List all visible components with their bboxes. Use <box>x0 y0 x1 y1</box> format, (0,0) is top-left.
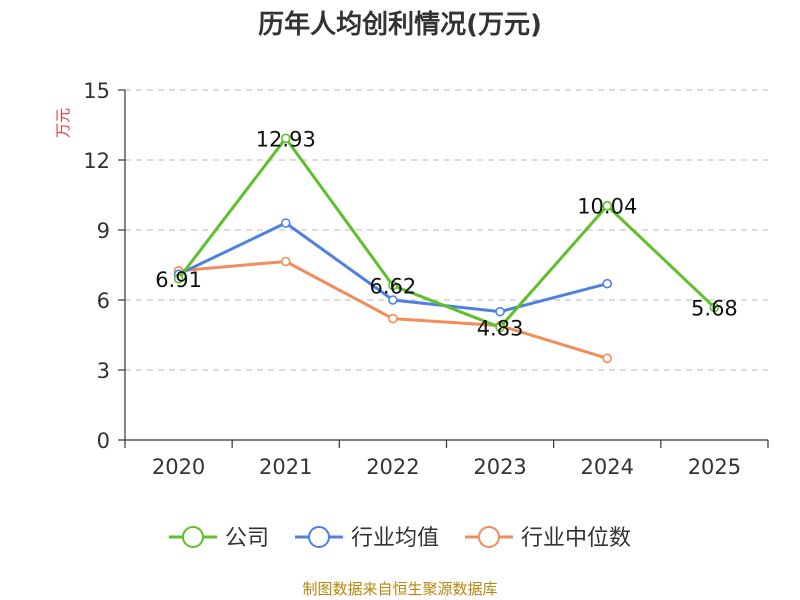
data-point[interactable] <box>495 306 505 317</box>
y-tick-label: 0 <box>97 429 110 453</box>
x-tick-label: 2022 <box>366 455 419 479</box>
grid-lines <box>125 89 768 371</box>
data-point[interactable] <box>280 133 291 144</box>
data-point[interactable] <box>602 200 613 211</box>
y-tick-label: 6 <box>97 289 110 313</box>
legend-marker-icon <box>181 526 204 548</box>
legend-marker-icon <box>307 526 330 548</box>
x-tick-label: 2023 <box>473 455 526 479</box>
y-tick-label: 9 <box>97 219 110 243</box>
data-point[interactable] <box>280 218 291 228</box>
legend-marker-icon <box>478 526 501 548</box>
data-label: 12.93 <box>256 127 316 151</box>
data-label: 4.83 <box>477 316 524 340</box>
data-point[interactable] <box>495 322 505 333</box>
y-axis-unit-label: 万元 <box>54 108 72 138</box>
series-1 <box>173 218 613 317</box>
x-tick-label: 2021 <box>259 455 312 479</box>
data-label: 5.68 <box>691 296 738 320</box>
data-point[interactable] <box>173 273 184 284</box>
data-point[interactable] <box>388 313 398 324</box>
series-line <box>177 136 716 329</box>
series-layer <box>173 133 720 364</box>
data-label: 6.62 <box>370 275 417 299</box>
data-labels: 6.91 12.93 6.62 4.83 10.04 5.68 <box>155 127 738 340</box>
legend-label: 公司 <box>225 526 269 551</box>
legend-item[interactable]: 行业中位数 <box>465 526 631 551</box>
data-label: 10.04 <box>577 195 637 219</box>
source-note: 制图数据来自恒生聚源数据库 <box>302 580 497 598</box>
chart-title: 历年人均创利情况(万元) <box>258 9 542 40</box>
series-0 <box>173 133 720 333</box>
legend-label: 行业中位数 <box>521 526 631 551</box>
legend[interactable]: 公司 行业均值 行业中位数 <box>168 526 631 551</box>
legend-item[interactable]: 行业均值 <box>294 526 439 551</box>
legend-item[interactable]: 公司 <box>168 526 269 551</box>
legend-label: 行业均值 <box>351 526 439 551</box>
y-tick-label: 3 <box>97 359 110 383</box>
x-tick-label: 2025 <box>688 455 741 479</box>
x-tick-label: 2024 <box>581 455 634 479</box>
data-label: 6.91 <box>155 268 202 292</box>
data-point[interactable] <box>388 295 398 305</box>
data-point[interactable] <box>388 280 398 291</box>
x-tick-label: 2020 <box>152 455 205 479</box>
data-point[interactable] <box>280 256 291 267</box>
data-point[interactable] <box>602 278 613 289</box>
data-point[interactable] <box>602 353 613 364</box>
data-point[interactable] <box>709 302 720 313</box>
axes: 0 3 6 9 12 15 2020 2021 2022 2023 2024 2025 <box>83 79 769 479</box>
y-tick-label: 12 <box>83 149 110 173</box>
y-tick-label: 15 <box>83 79 110 103</box>
series-2 <box>173 256 613 364</box>
